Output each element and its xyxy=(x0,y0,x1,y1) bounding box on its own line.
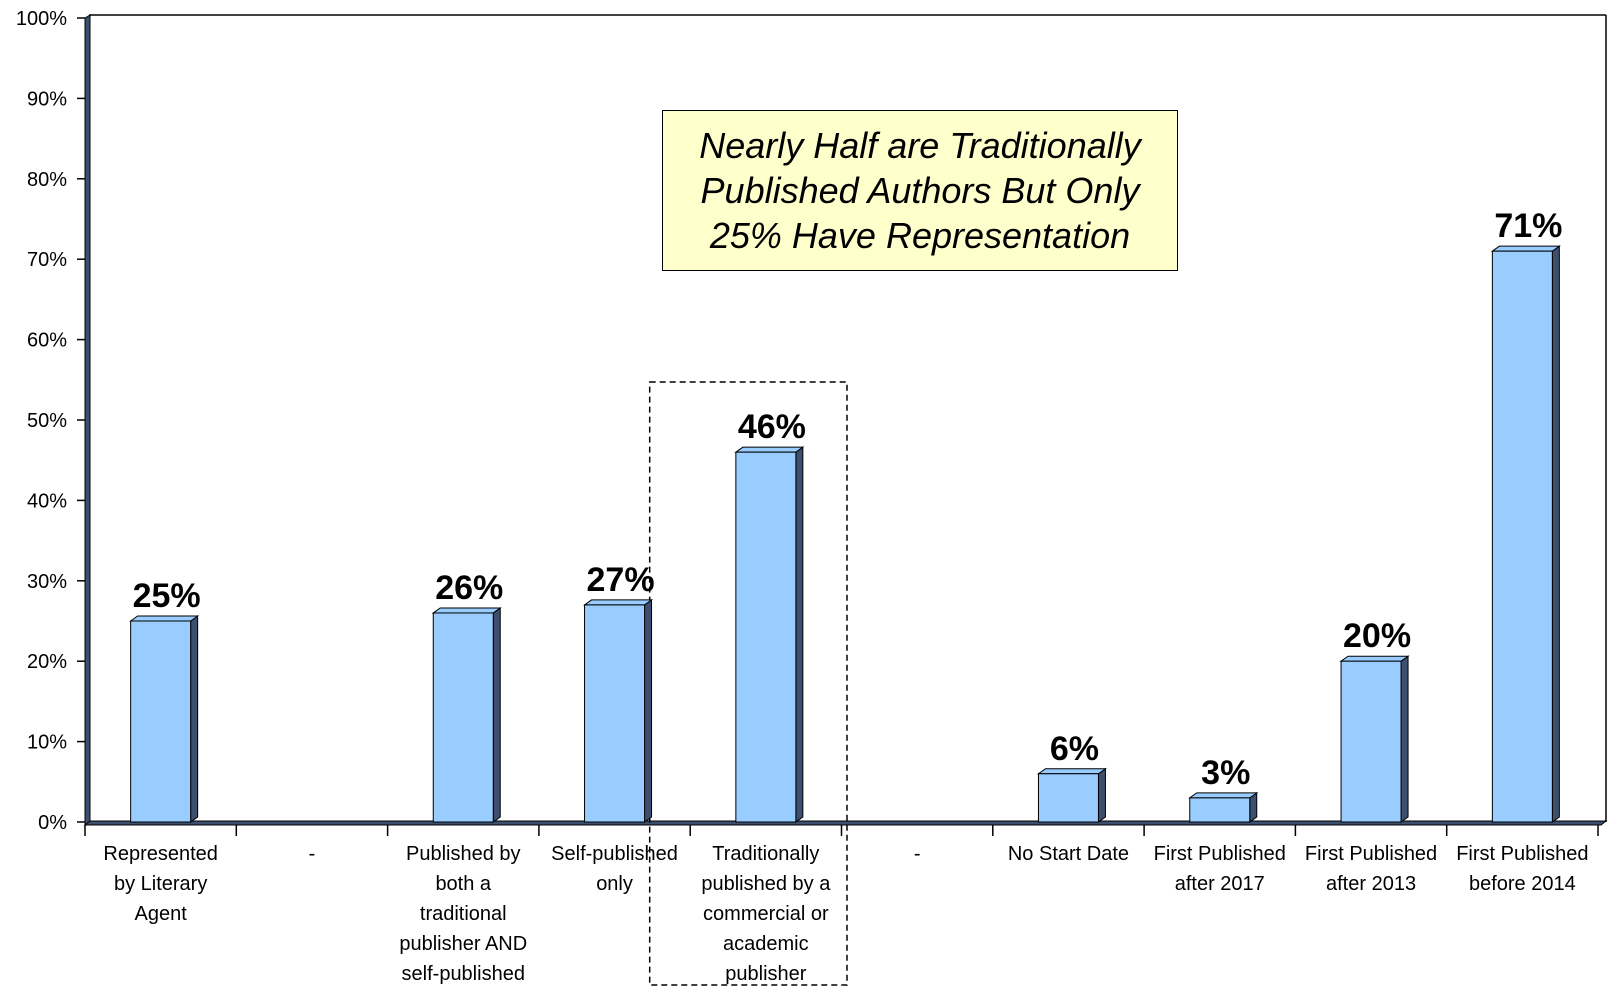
bar-side xyxy=(190,615,199,823)
value-label: 3% xyxy=(1201,754,1250,792)
value-label: 25% xyxy=(133,577,201,615)
bar-front xyxy=(130,620,192,823)
x-category-label: Represented by Literary Agent xyxy=(103,843,218,925)
bar xyxy=(582,598,654,823)
y-tick-label: 30% xyxy=(27,571,67,593)
bar-top xyxy=(129,615,200,622)
bar-front xyxy=(1189,797,1251,823)
x-category-label-line: academic xyxy=(723,933,809,955)
bar-side xyxy=(1097,767,1106,823)
y-tick-label: 20% xyxy=(27,651,67,673)
x-category-label-line: Published by xyxy=(406,843,521,865)
x-category-label: Traditionally published by a commercial or… xyxy=(701,843,831,985)
x-category-label: - xyxy=(914,843,921,865)
value-label: 20% xyxy=(1343,617,1411,655)
y-tick-label: 70% xyxy=(27,249,67,271)
x-category-label-line: - xyxy=(914,843,921,865)
bar-side xyxy=(795,446,804,823)
x-category-label-line: First Published xyxy=(1154,843,1286,865)
y-tick-label: 80% xyxy=(27,169,67,191)
value-label: 27% xyxy=(587,561,655,599)
x-category-label-line: after 2017 xyxy=(1175,873,1265,895)
x-category-label-line: First Published xyxy=(1456,843,1588,865)
value-label: 71% xyxy=(1494,207,1562,245)
bar-front xyxy=(1340,660,1402,823)
x-category-label-line: Traditionally xyxy=(712,843,819,865)
bar xyxy=(1490,245,1561,823)
bar-side xyxy=(492,606,501,823)
x-category-label-line: publisher xyxy=(725,963,807,985)
bar xyxy=(1339,655,1410,823)
x-category-label-line: traditional xyxy=(420,903,507,925)
value-label: 6% xyxy=(1050,730,1099,768)
value-label: 46% xyxy=(738,408,806,446)
value-labels: 25% 26% 27% 46% 6% 3% 20% 71% xyxy=(133,207,1563,792)
x-category-label-line: after 2013 xyxy=(1326,873,1416,895)
y-tick-label: 50% xyxy=(27,410,67,432)
x-category-label-line: before 2014 xyxy=(1469,873,1576,895)
x-category-label-line: published by a xyxy=(701,873,831,895)
bar-front xyxy=(1491,250,1553,823)
bar-side xyxy=(644,598,653,823)
bar-side xyxy=(1400,655,1409,823)
x-category-label-line: Self-published xyxy=(551,843,678,865)
x-category-label-line: Agent xyxy=(135,903,188,925)
bar-top xyxy=(1339,655,1410,662)
y-tick-label: 60% xyxy=(27,330,67,352)
x-category-label: First Published after 2013 xyxy=(1305,843,1437,895)
bar-side xyxy=(1551,245,1560,823)
y-axis-wall xyxy=(84,14,91,826)
x-category-label: First Published after 2017 xyxy=(1154,843,1286,895)
bar-front xyxy=(735,451,797,823)
y-tick-label: 10% xyxy=(27,732,67,754)
bar xyxy=(129,615,200,823)
x-axis-labels: Represented by Literary Agent - Published by… xyxy=(103,843,1588,985)
x-category-label: Published by both a traditional publisher A… xyxy=(399,843,527,985)
x-category-label-line: - xyxy=(309,843,316,865)
bar-top xyxy=(1036,768,1108,775)
x-category-label-line: commercial or xyxy=(703,903,829,925)
y-tick-label: 0% xyxy=(38,812,67,834)
bar xyxy=(1188,791,1259,823)
bar-top xyxy=(1490,245,1561,252)
y-axis-ticks: 0% 10% 20% 30% 40% 50% 60% 70% 80% 90% 100% xyxy=(16,8,85,834)
bar-top xyxy=(431,607,502,614)
annotation-line-2: Published Authors But Only xyxy=(700,170,1140,211)
x-category-label: No Start Date xyxy=(1008,843,1129,865)
y-tick-label: 90% xyxy=(27,88,67,110)
bars xyxy=(129,245,1561,823)
bar xyxy=(734,446,805,823)
x-category-label: - xyxy=(309,843,316,865)
x-category-label-line: self-published xyxy=(402,963,525,985)
annotation-line-1: Nearly Half are Traditionally xyxy=(699,125,1141,166)
bar-top xyxy=(1188,792,1259,799)
annotation-callout: Nearly Half are Traditionally Published … xyxy=(662,110,1178,271)
x-category-label-line: both a xyxy=(435,873,491,895)
bar xyxy=(431,606,502,823)
x-category-label-line: by Literary xyxy=(114,873,207,895)
x-category-label-line: only xyxy=(596,873,633,895)
y-tick-label: 100% xyxy=(16,8,67,30)
bar-front xyxy=(1037,773,1099,823)
x-category-label-line: No Start Date xyxy=(1008,843,1129,865)
x-category-label-line: First Published xyxy=(1305,843,1437,865)
value-label: 26% xyxy=(435,569,503,607)
x-category-label-line: Represented xyxy=(103,843,218,865)
bar xyxy=(1036,767,1108,823)
bar-top xyxy=(582,599,654,606)
bar-front xyxy=(432,612,494,823)
x-category-label: Self-published only xyxy=(551,843,678,895)
x-category-label: First Published before 2014 xyxy=(1456,843,1588,895)
annotation-line-3: 25% Have Representation xyxy=(709,215,1131,256)
bar-front xyxy=(584,604,646,823)
y-tick-label: 40% xyxy=(27,490,67,512)
x-category-label-line: publisher AND xyxy=(399,933,527,955)
bar-top xyxy=(734,446,805,453)
